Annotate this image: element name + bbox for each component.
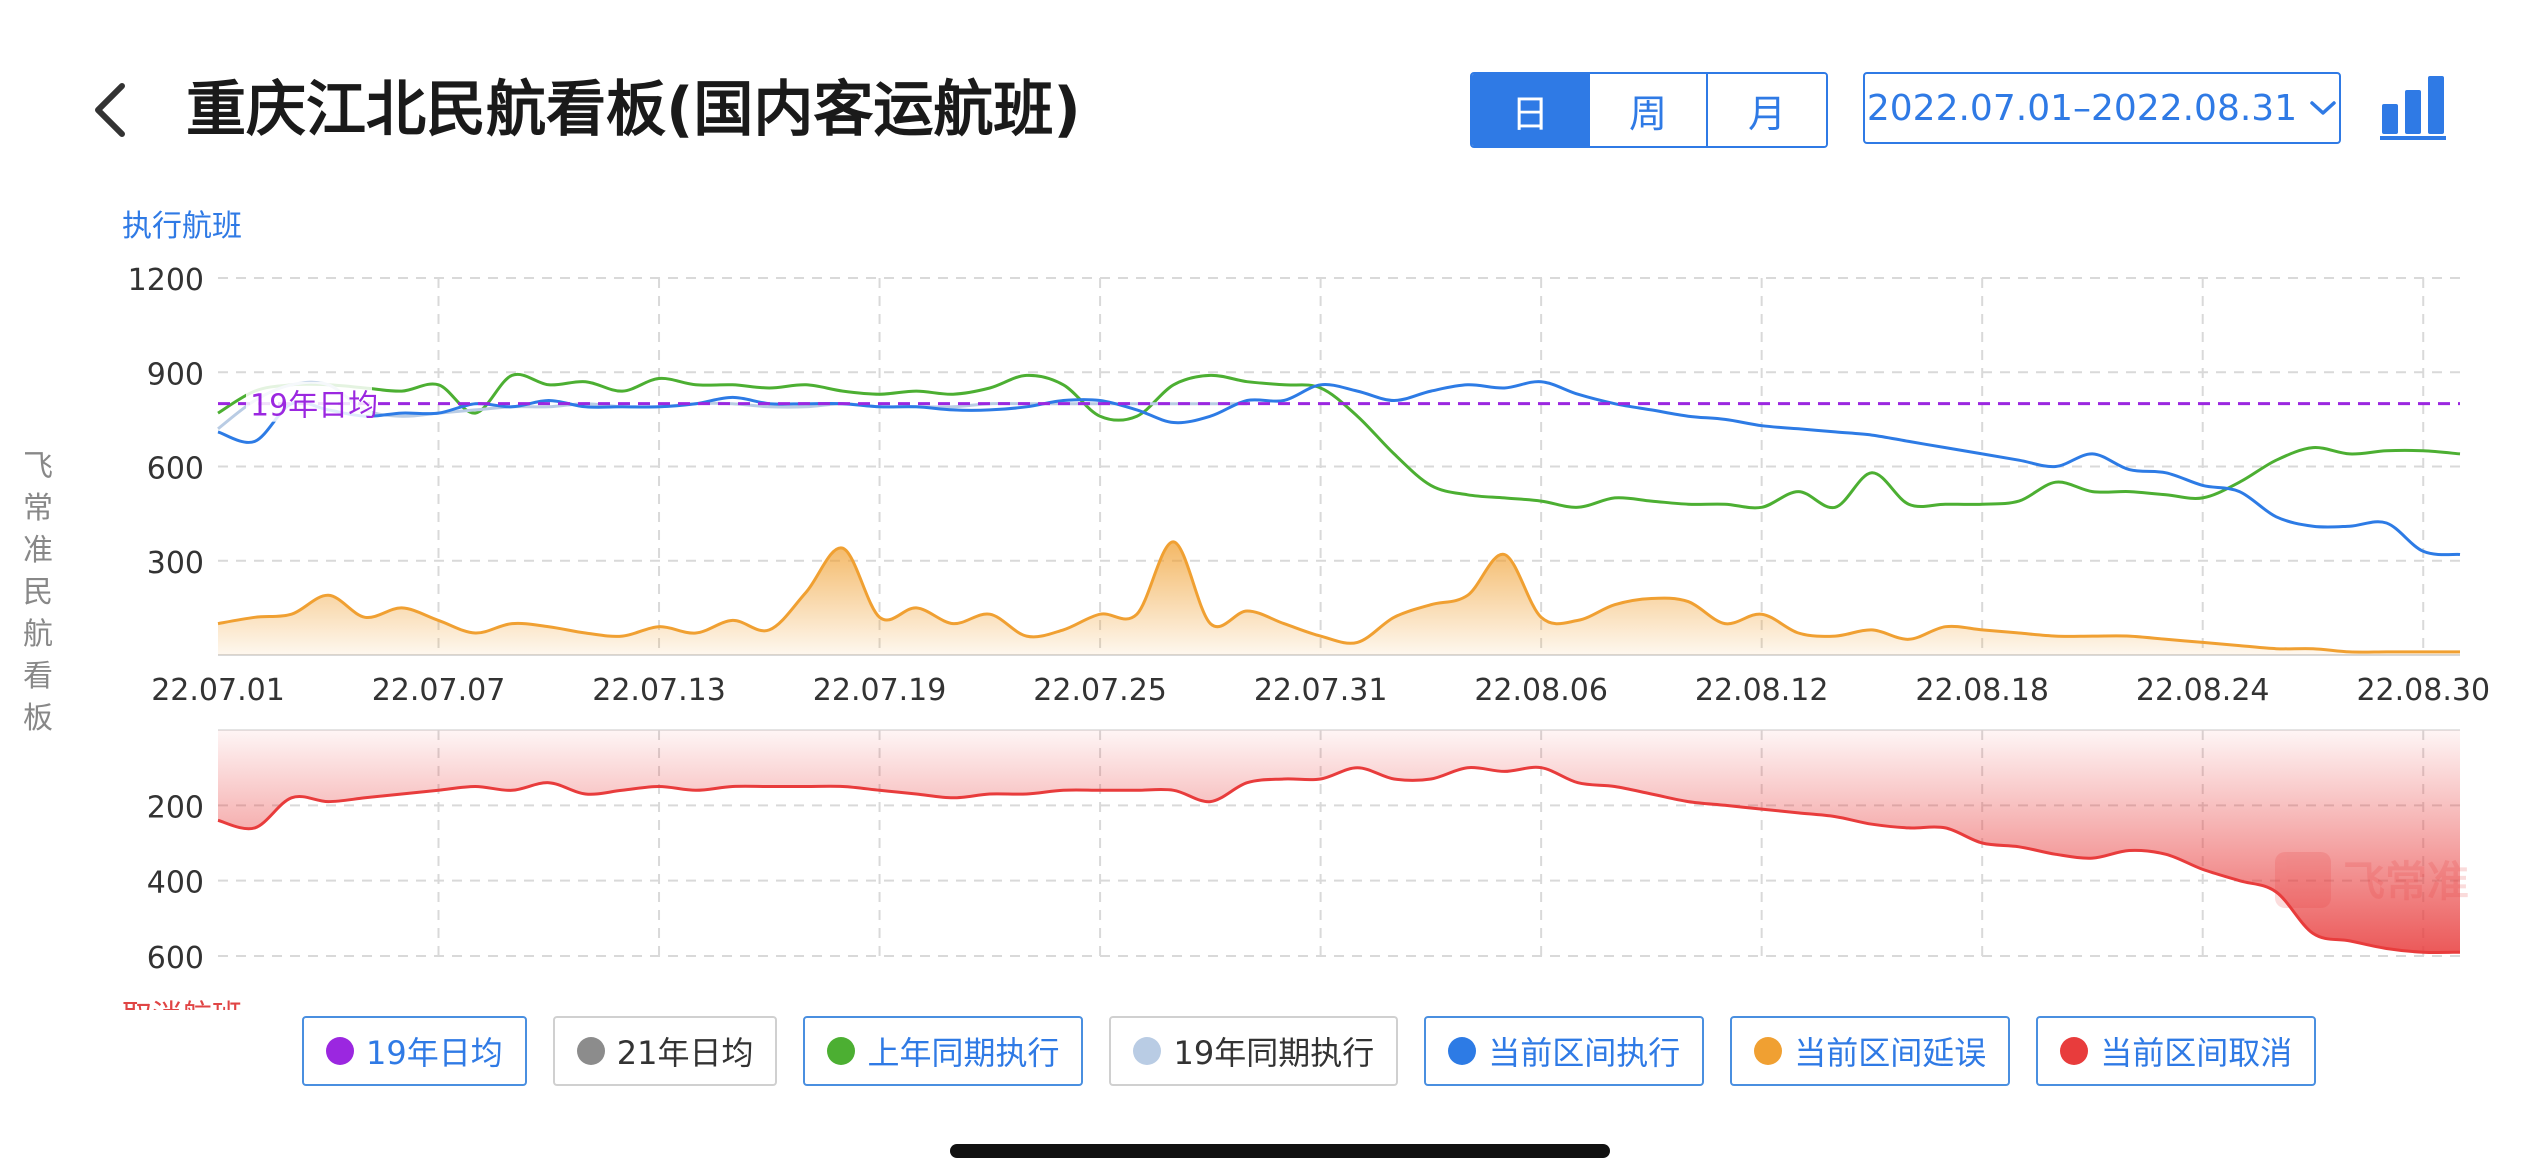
tab-week[interactable]: 周 (1590, 74, 1708, 146)
home-indicator (950, 1144, 1610, 1158)
legend-dot-icon (576, 1037, 605, 1065)
date-range-picker[interactable]: 2022.07.01–2022.08.31 (1863, 72, 2341, 144)
watermark-text: 飞常准 (2343, 857, 2469, 906)
x-tick-label: 22.07.25 (1033, 673, 1167, 708)
watermark: 飞常准 (2275, 852, 2469, 908)
legend-item-last-year[interactable]: 上年同期执行 (803, 1016, 1084, 1086)
legend-item-2019-same-period[interactable]: 19年同期执行 (1109, 1016, 1399, 1086)
tab-day[interactable]: 日 (1472, 74, 1590, 146)
legend-label: 19年日均 (366, 1034, 503, 1072)
upper-y-tick-label: 300 (147, 546, 204, 581)
chart-type-underline (2380, 136, 2446, 140)
chevron-left-icon (95, 83, 125, 137)
x-tick-label: 22.07.07 (372, 673, 506, 708)
legend-dot-icon (2060, 1037, 2089, 1065)
x-tick-label: 22.08.12 (1695, 673, 1829, 708)
bar-chart-icon (2382, 76, 2444, 134)
axis-labels-layer: 300 600 900 1200 200 400 600 22.07.01 22.07.07 22… (128, 263, 2490, 976)
x-tick-label: 22.07.31 (1254, 673, 1388, 708)
legend-item-current-delayed[interactable]: 当前区间延误 (1730, 1016, 2011, 1086)
legend-item-2019-avg[interactable]: 19年日均 (302, 1016, 527, 1086)
side-char: 常 (23, 491, 53, 526)
flights-chart: 执行航班 取消航班 19年日均 300 600 900 1200 200 400 600 22… (122, 209, 2490, 1010)
legend-label: 19年同期执行 (1173, 1034, 1375, 1072)
legend-label: 当前区间执行 (1488, 1034, 1681, 1072)
chevron-down-icon (2310, 101, 2336, 115)
upper-plot-layer: 19年日均 (217, 372, 2461, 655)
upper-y-tick-label: 600 (147, 452, 204, 487)
date-range-label: 2022.07.01–2022.08.31 (1866, 87, 2298, 129)
legend-label: 21年日均 (616, 1034, 754, 1072)
legend-item-current-cancelled[interactable]: 当前区间取消 (2036, 1016, 2317, 1086)
upper-y-tick-label: 900 (147, 357, 204, 392)
side-char: 飞 (23, 449, 53, 484)
series-line-2019-same-period (217, 380, 1248, 430)
legend: 19年日均 21年日均 上年同期执行 19年同期执行 当前区间执行 当前区间延误… (302, 1016, 2317, 1086)
lower-y-axis-title: 取消航班 (122, 999, 242, 1010)
tab-month[interactable]: 月 (1708, 74, 1826, 146)
grid-layer (218, 277, 2460, 957)
legend-label: 上年同期执行 (867, 1034, 1060, 1072)
legend-label: 当前区间取消 (2100, 1034, 2293, 1072)
legend-dot-icon (326, 1037, 354, 1065)
side-vertical-label: 飞 常 准 民 航 看 板 (18, 446, 58, 740)
series-line-delayed (217, 540, 2460, 654)
legend-item-current-executed[interactable]: 当前区间执行 (1424, 1016, 1705, 1086)
x-tick-label: 22.08.24 (2136, 673, 2270, 708)
lower-y-tick-label: 200 (147, 790, 204, 825)
side-char: 看 (23, 659, 53, 694)
x-tick-label: 22.08.18 (1915, 673, 2049, 708)
x-tick-label: 22.07.01 (151, 673, 285, 708)
legend-dot-icon (1754, 1037, 1783, 1065)
upper-y-tick-label: 1200 (128, 263, 204, 298)
series-area-cancelled (218, 730, 2460, 953)
chart-type-button[interactable] (2380, 74, 2446, 140)
legend-dot-icon (1133, 1037, 1162, 1065)
series-line-last-year (217, 372, 2461, 510)
lower-y-tick-label: 600 (147, 941, 204, 976)
series-area-delayed (218, 541, 2460, 655)
side-char: 准 (23, 533, 53, 568)
x-tick-label: 22.07.19 (813, 673, 947, 708)
lower-plot-layer (217, 730, 2461, 955)
legend-item-2021-avg[interactable]: 21年日均 (552, 1016, 778, 1086)
side-char: 航 (23, 617, 53, 652)
reference-line-label: 19年日均 (250, 389, 378, 424)
reference-label-bg (246, 381, 372, 422)
x-tick-label: 22.08.30 (2356, 673, 2490, 708)
legend-dot-icon (1448, 1037, 1477, 1065)
watermark-logo-icon (2275, 852, 2331, 908)
x-tick-label: 22.07.13 (592, 673, 726, 708)
series-line-cancelled (217, 765, 2461, 955)
period-segmented-control: 日 周 月 (1470, 72, 1828, 148)
back-button[interactable] (86, 80, 136, 140)
page-title: 重庆江北民航看板(国内客运航班) (186, 75, 1081, 145)
series-line-current-executed (217, 380, 2461, 557)
lower-y-tick-label: 400 (147, 866, 204, 901)
side-char: 民 (23, 575, 53, 610)
x-tick-label: 22.08.06 (1474, 673, 1608, 708)
side-char: 板 (23, 701, 53, 736)
legend-dot-icon (827, 1037, 856, 1065)
upper-y-axis-title: 执行航班 (122, 209, 242, 244)
legend-label: 当前区间延误 (1794, 1034, 1987, 1072)
